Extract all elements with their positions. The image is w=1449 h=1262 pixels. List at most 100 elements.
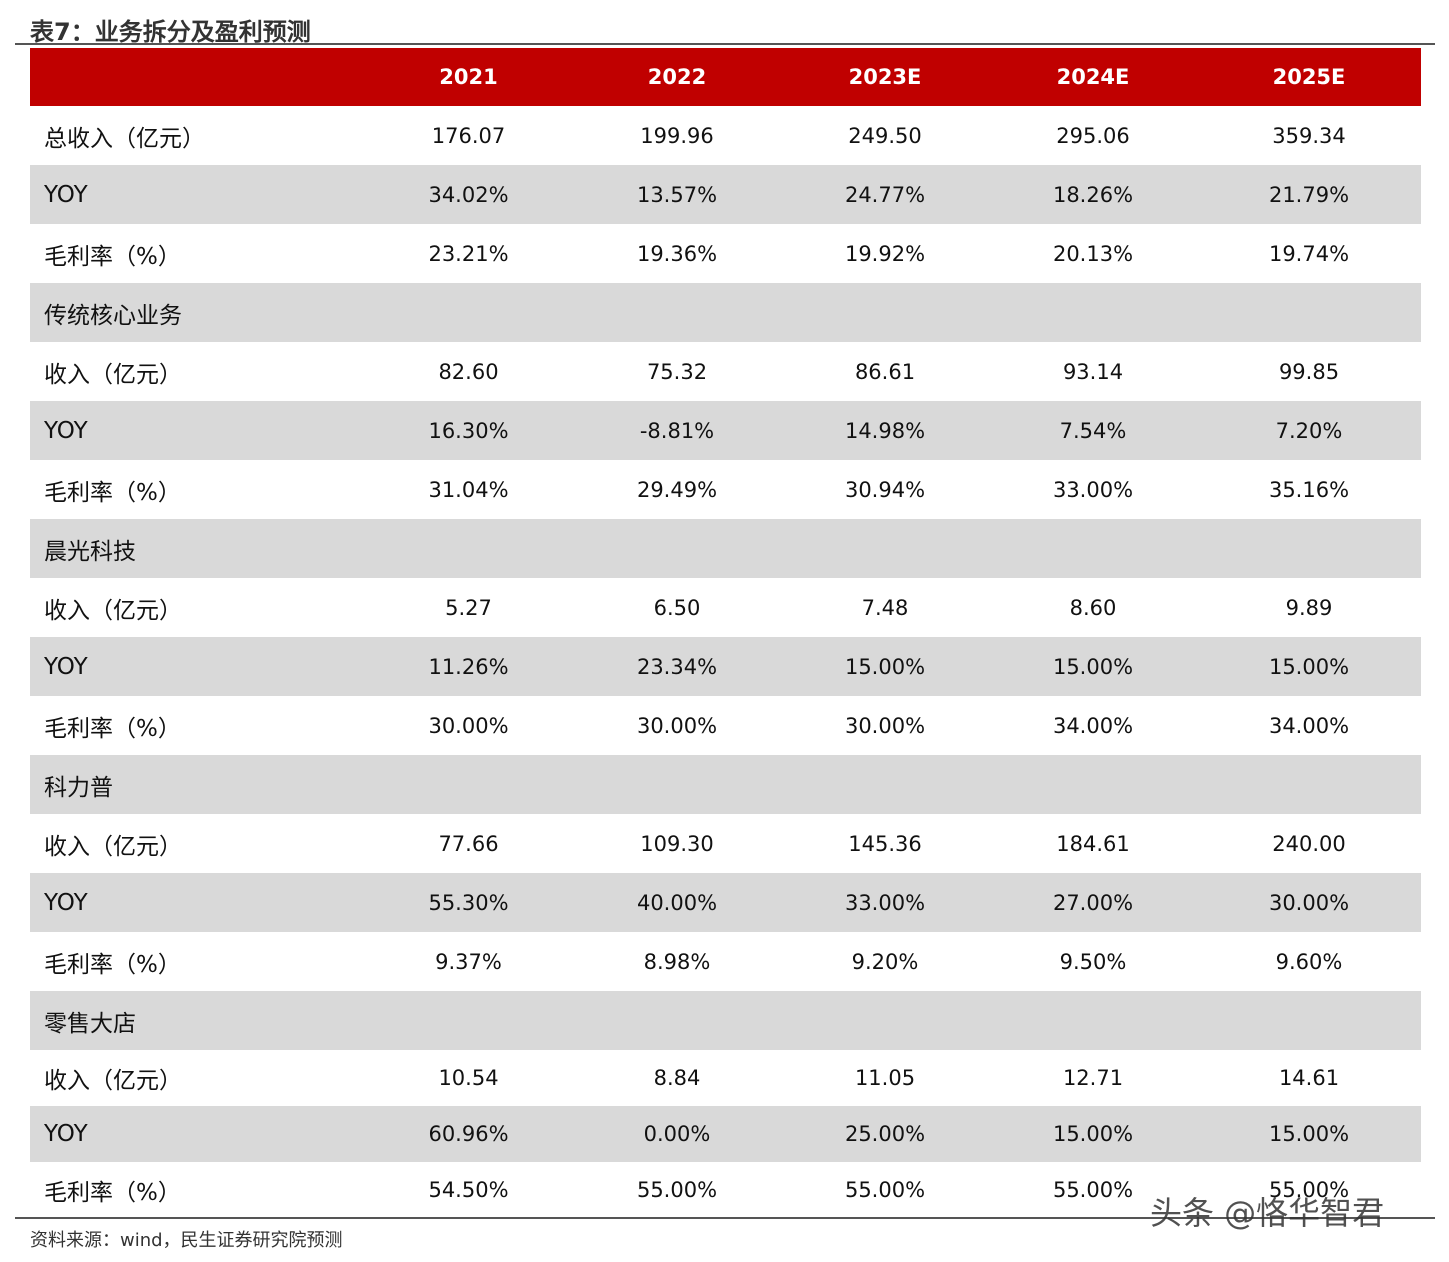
- source: 资料来源：wind，民生证券研究院预测: [30, 1230, 343, 1251]
- cell: 24.77%: [781, 165, 989, 224]
- column-header: 2023E: [781, 48, 989, 106]
- table-row: 收入（亿元） 10.54 8.84 11.05 12.71 14.61: [30, 1050, 1421, 1106]
- cell: 33.00%: [781, 873, 989, 932]
- cell: 19.92%: [844, 241, 926, 266]
- cell: 145.36: [848, 831, 922, 856]
- row-label: 科力普: [30, 755, 1421, 814]
- cell: 30.00%: [428, 713, 509, 738]
- cell: 9.60%: [1275, 949, 1343, 974]
- cell: 18.26%: [989, 165, 1197, 224]
- cell: 54.50%: [428, 1178, 509, 1202]
- cell: 23.21%: [428, 241, 509, 266]
- table-row: YOY 11.26% 23.34% 15.00% 15.00% 15.00%: [30, 637, 1421, 696]
- cell: 25.00%: [781, 1106, 989, 1162]
- table-row: 总收入（亿元） 176.07 199.96 249.50 295.06 359.34: [30, 106, 1421, 165]
- table-row: 晨光科技: [30, 519, 1421, 578]
- cell: 86.61: [854, 359, 916, 384]
- cell: 75.32: [646, 359, 708, 384]
- row-label: 收入（亿元）: [44, 833, 182, 860]
- header-row: 2021 2022 2023E 2024E 2025E: [30, 48, 1421, 106]
- cell: 7.48: [861, 595, 909, 620]
- cell: 55.00%: [1268, 1178, 1350, 1202]
- cell: 5.27: [445, 595, 492, 620]
- cell: 240.00: [1272, 831, 1346, 856]
- cell: 11.26%: [364, 637, 573, 696]
- cell: 13.57%: [573, 165, 781, 224]
- cell: 199.96: [640, 123, 714, 148]
- row-label: YOY: [30, 1106, 364, 1162]
- cell: 15.00%: [1197, 1106, 1421, 1162]
- row-label: YOY: [30, 165, 364, 224]
- cell: 35.16%: [1268, 477, 1350, 502]
- row-label: 零售大店: [30, 991, 1421, 1050]
- cell: 9.50%: [1059, 949, 1127, 974]
- cell: 55.00%: [844, 1178, 926, 1202]
- table-row: 毛利率（%） 30.00% 30.00% 30.00% 34.00% 34.00%: [30, 696, 1421, 755]
- table-row: YOY 34.02% 13.57% 24.77% 18.26% 21.79%: [30, 165, 1421, 224]
- table-row: 毛利率（%） 31.04% 29.49% 30.94% 33.00% 35.16%: [30, 460, 1421, 519]
- row-label: 毛利率（%）: [44, 1180, 181, 1206]
- table-row: 收入（亿元） 77.66 109.30 145.36 184.61 240.00: [30, 814, 1421, 873]
- row-label: YOY: [30, 873, 364, 932]
- cell: 109.30: [640, 831, 714, 856]
- table-row: 科力普: [30, 755, 1421, 814]
- cell: 12.71: [1062, 1066, 1124, 1090]
- row-label: 毛利率（%）: [44, 715, 181, 742]
- cell: 15.00%: [989, 637, 1197, 696]
- table-row: YOY 60.96% 0.00% 25.00% 15.00% 15.00%: [30, 1106, 1421, 1162]
- cell: 30.00%: [844, 713, 926, 738]
- column-header: 2021: [364, 48, 573, 106]
- row-label: 晨光科技: [30, 519, 1421, 578]
- cell: 15.00%: [781, 637, 989, 696]
- cell: 9.89: [1285, 595, 1333, 620]
- cell: 29.49%: [636, 477, 718, 502]
- cell: 99.85: [1278, 359, 1340, 384]
- cell: 30.94%: [844, 477, 926, 502]
- cell: 359.34: [1272, 123, 1346, 148]
- watermark: 头条 @恪华智君: [1150, 1194, 1385, 1232]
- cell: 7.20%: [1197, 401, 1421, 460]
- cell: 82.60: [438, 359, 499, 384]
- cell: 249.50: [848, 123, 922, 148]
- row-label: 毛利率（%）: [44, 243, 181, 270]
- table: 2021 2022 2023E 2024E 2025E 总收入（亿元） 176.07 199…: [30, 48, 1421, 1218]
- title: 表7：业务拆分及盈利预测: [30, 18, 311, 46]
- cell: 11.05: [854, 1066, 916, 1090]
- column-header: 2025E: [1197, 48, 1421, 106]
- cell: 93.14: [1062, 359, 1124, 384]
- table-row: 毛利率（%） 54.50% 55.00% 55.00% 55.00% 55.00%: [30, 1162, 1421, 1218]
- row-label: 收入（亿元）: [44, 361, 182, 388]
- row-label: 毛利率（%）: [44, 951, 181, 978]
- cell: 16.30%: [364, 401, 573, 460]
- cell: 34.02%: [364, 165, 573, 224]
- cell: 0.00%: [573, 1106, 781, 1162]
- cell: 9.20%: [851, 949, 919, 974]
- table-row: 毛利率（%） 9.37% 8.98% 9.20% 9.50% 9.60%: [30, 932, 1421, 991]
- cell: 295.06: [1056, 123, 1130, 148]
- cell: 27.00%: [989, 873, 1197, 932]
- cell: 8.98%: [643, 949, 711, 974]
- cell: 14.61: [1278, 1066, 1340, 1090]
- row-label: YOY: [30, 637, 364, 696]
- column-header: 2024E: [989, 48, 1197, 106]
- row-label: 收入（亿元）: [44, 1068, 182, 1094]
- cell: 15.00%: [989, 1106, 1197, 1162]
- bottom-rule: [15, 1217, 1435, 1219]
- row-label: 毛利率（%）: [44, 479, 181, 506]
- cell: 6.50: [653, 595, 701, 620]
- cell: 34.00%: [1268, 713, 1350, 738]
- cell: -8.81%: [573, 401, 781, 460]
- cell: 55.00%: [636, 1178, 718, 1202]
- cell: 77.66: [438, 831, 499, 856]
- cell: 20.13%: [1052, 241, 1134, 266]
- cell: 55.30%: [364, 873, 573, 932]
- column-header: 2022: [573, 48, 781, 106]
- row-label: 总收入（亿元）: [44, 125, 205, 152]
- cell: 19.36%: [636, 241, 718, 266]
- cell: 8.60: [1069, 595, 1117, 620]
- cell: 8.84: [653, 1066, 701, 1090]
- table-row: 收入（亿元） 82.60 75.32 86.61 93.14 99.85: [30, 342, 1421, 401]
- table-row: 传统核心业务: [30, 283, 1421, 342]
- cell: 176.07: [431, 123, 506, 148]
